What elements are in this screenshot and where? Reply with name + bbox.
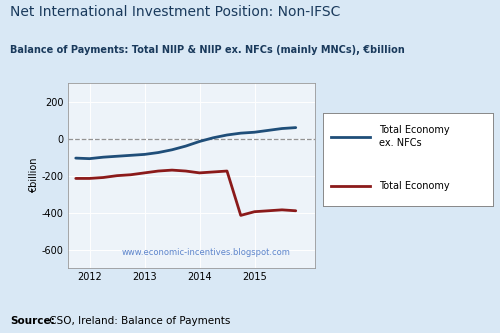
Text: Total Economy: Total Economy <box>378 181 449 191</box>
Text: www.economic-incentives.blogspot.com: www.economic-incentives.blogspot.com <box>122 248 290 257</box>
Text: Source:: Source: <box>10 316 55 326</box>
Text: Net International Investment Position: Non-IFSC: Net International Investment Position: N… <box>10 5 340 19</box>
Y-axis label: €billion: €billion <box>28 158 38 193</box>
Text: Balance of Payments: Total NIIP & NIIP ex. NFCs (mainly MNCs), €billion: Balance of Payments: Total NIIP & NIIP e… <box>10 45 405 55</box>
Text: CSO, Ireland: Balance of Payments: CSO, Ireland: Balance of Payments <box>46 316 231 326</box>
Text: Total Economy
ex. NFCs: Total Economy ex. NFCs <box>378 125 449 148</box>
